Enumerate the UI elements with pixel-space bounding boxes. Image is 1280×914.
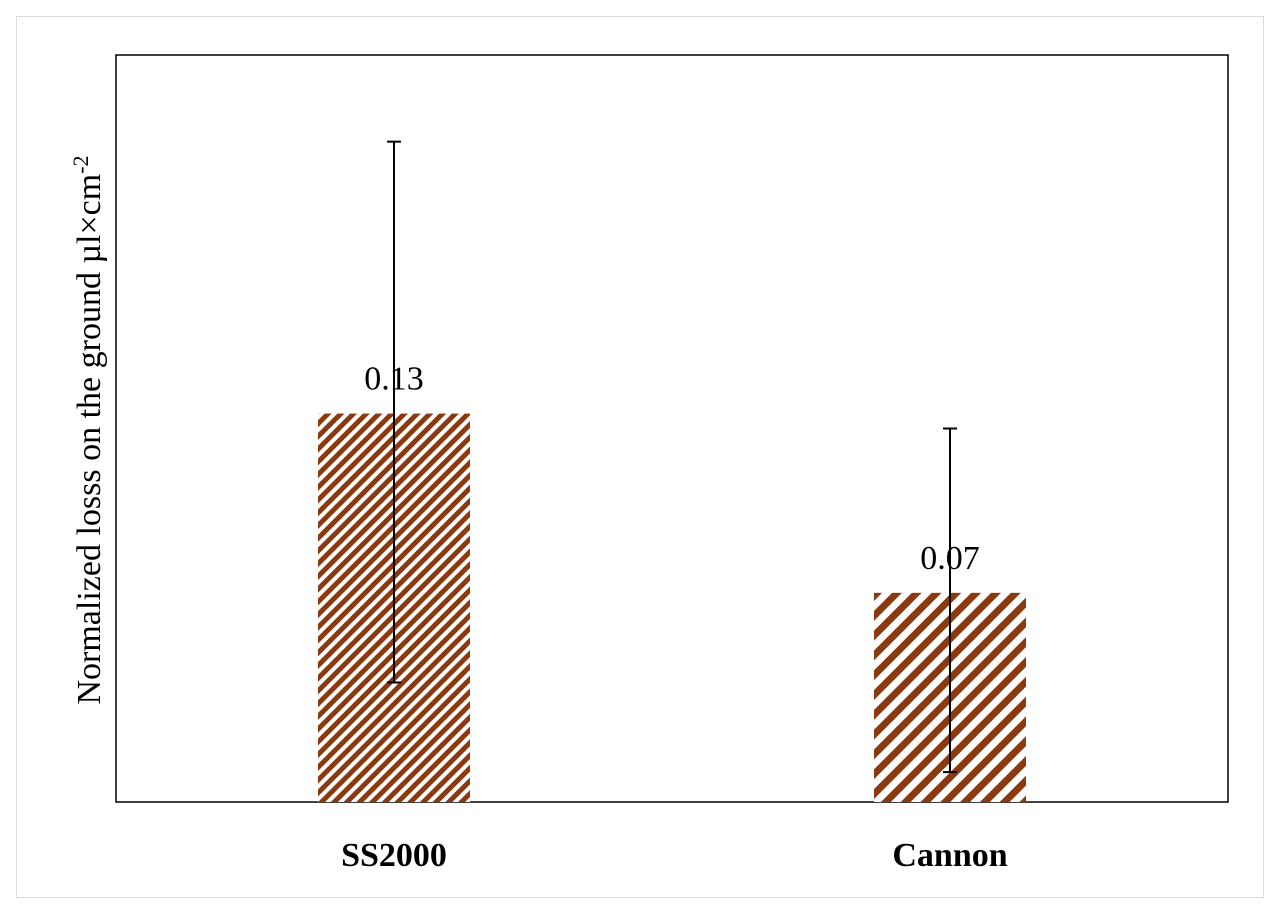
plot-area-border [115,54,1229,803]
y-axis-label-superscript: -2 [68,155,93,173]
value-label-ss2000: 0.13 [364,361,424,398]
error-bar-cannon [943,427,957,774]
category-labels-group: SS2000 Cannon [341,837,1008,874]
error-bars-group [387,140,957,774]
y-axis-label-text: Normalized losss on the ground µl×cm [71,174,108,705]
bars-group [318,413,1026,802]
y-axis-label: Normalized losss on the ground µl×cm-2 [68,155,109,704]
chart-frame [16,16,1264,898]
error-bar-ss2000 [387,140,401,684]
category-label-ss2000: SS2000 [341,837,447,874]
category-label-cannon: Cannon [892,837,1007,874]
value-labels-group: 0.13 0.07 [364,361,980,577]
value-label-cannon: 0.07 [920,540,980,577]
